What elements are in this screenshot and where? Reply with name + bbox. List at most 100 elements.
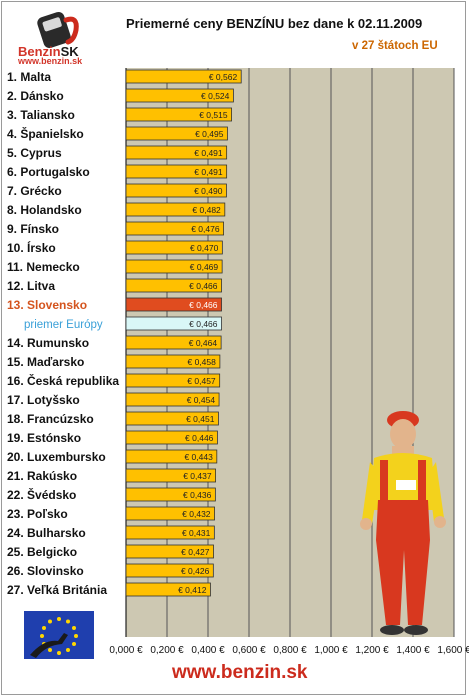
bar-value-label: € 0,426 (181, 566, 210, 576)
bar (125, 430, 218, 445)
category-label: 26. Slovinsko (7, 564, 84, 578)
bar (125, 525, 215, 540)
category-label: 9. Fínsko (7, 222, 59, 236)
logo-brand: BenzinSK (18, 44, 79, 59)
category-label: 27. Veľká Británia (7, 583, 107, 597)
category-label: 15. Maďarsko (7, 355, 84, 369)
category-label: 17. Lotyšsko (7, 393, 80, 407)
bar (125, 392, 220, 407)
category-label: 6. Portugalsko (7, 165, 90, 179)
bar (125, 373, 221, 388)
bar (125, 487, 216, 502)
category-label: 11. Nemecko (7, 260, 80, 274)
category-label: 22. Švédsko (7, 487, 76, 502)
category-label: 21. Rakúsko (7, 469, 77, 483)
bar-value-label: € 0,491 (194, 167, 223, 177)
bar (125, 202, 226, 217)
category-label: 19. Estónsko (7, 431, 81, 445)
bar-value-label: € 0,431 (182, 528, 211, 538)
bar (125, 563, 214, 578)
category-label: 14. Rumunsko (7, 336, 89, 350)
bar (125, 88, 234, 103)
bar-value-label: € 0,446 (185, 433, 214, 443)
x-tick-label: 0,800 € (273, 645, 307, 656)
bar-value-label: € 0,432 (182, 509, 211, 519)
category-label: 24. Bulharsko (7, 526, 86, 540)
category-label: 16. Česká republika (7, 373, 119, 388)
category-label: 3. Taliansko (7, 108, 75, 122)
bar-chart: 0,000 € 0,200 € 0,400 € 0,600 € 0,800 € 1,000… (7, 68, 469, 656)
logo-brand-suffix: SK (60, 44, 79, 59)
benzin-logo-icon (37, 12, 79, 48)
bar-value-label: € 0,515 (199, 110, 228, 120)
bar-value-label: € 0,436 (183, 490, 212, 500)
bar-value-label: € 0,524 (201, 91, 230, 101)
x-tick-label: 1,200 € (355, 645, 389, 656)
bar-value-label: € 0,437 (183, 471, 212, 481)
x-tick-label: 0,600 € (232, 645, 266, 656)
category-label: 2. Dánsko (7, 89, 64, 103)
category-label: 25. Belgicko (7, 545, 77, 559)
bar-value-label: € 0,562 (209, 72, 238, 82)
category-label: 18. Francúzsko (7, 412, 94, 426)
x-tick-label: 1,600 € (437, 645, 469, 656)
chart-subtitle: v 27 štátoch EU (352, 40, 438, 52)
footer-url[interactable]: www.benzin.sk (172, 662, 308, 683)
eu-flag-icon (24, 611, 94, 659)
category-label: 8. Holandsko (7, 203, 82, 217)
category-label: 20. Luxembursko (7, 450, 106, 464)
bar (125, 145, 228, 160)
category-label: 4. Španielsko (7, 126, 84, 141)
x-tick-label: 1,000 € (314, 645, 348, 656)
bar-value-label: € 0,466 (189, 319, 218, 329)
category-label: 5. Cyprus (7, 146, 62, 160)
bar-value-label: € 0,490 (194, 186, 223, 196)
bar-value-label: € 0,476 (191, 224, 220, 234)
bar-value-label: € 0,412 (178, 585, 207, 595)
bar (125, 335, 222, 350)
bar-value-label: € 0,469 (190, 262, 219, 272)
logo-brand-text: Benzin (18, 44, 61, 59)
bar (125, 259, 223, 274)
category-label: 23. Poľsko (7, 507, 68, 521)
category-label: 10. Írsko (7, 240, 56, 255)
bar (125, 449, 218, 464)
x-tick-label: 0,200 € (150, 645, 184, 656)
category-label: 1. Malta (7, 70, 51, 84)
bar (125, 411, 219, 426)
bar (125, 297, 222, 312)
category-label: 12. Litva (7, 279, 55, 293)
bar (125, 164, 228, 179)
bar (125, 183, 227, 198)
category-label: 7. Grécko (7, 184, 62, 198)
chart-title: Priemerné ceny BENZÍNU bez dane k 02.11.… (126, 16, 423, 31)
bar (125, 107, 232, 122)
x-tick-label: 0,400 € (191, 645, 225, 656)
bar (125, 506, 215, 521)
bar-value-label: € 0,454 (187, 395, 216, 405)
bar (125, 354, 221, 369)
bar-value-label: € 0,466 (189, 300, 218, 310)
category-label: 13. Slovensko (7, 298, 87, 312)
bar-value-label: € 0,427 (181, 547, 210, 557)
bar-value-label: € 0,470 (190, 243, 219, 253)
bar (125, 240, 223, 255)
bar (125, 278, 222, 293)
bar-value-label: € 0,495 (195, 129, 224, 139)
bar-value-label: € 0,464 (189, 338, 218, 348)
gas-station-attendant-icon (360, 411, 446, 635)
bar-value-label: € 0,466 (189, 281, 218, 291)
x-tick-label: 0,000 € (109, 645, 143, 656)
bar (125, 126, 228, 141)
logo-url[interactable]: www.benzin.sk (18, 56, 83, 66)
x-tick-label: 1,400 € (396, 645, 430, 656)
category-label: priemer Európy (24, 319, 103, 331)
bar (125, 221, 224, 236)
bar-value-label: € 0,457 (187, 376, 216, 386)
bar (125, 468, 216, 483)
bar (125, 316, 222, 331)
bar-value-label: € 0,491 (194, 148, 223, 158)
bar-value-label: € 0,482 (192, 205, 221, 215)
bar (125, 582, 211, 597)
bar-value-label: € 0,458 (188, 357, 217, 367)
